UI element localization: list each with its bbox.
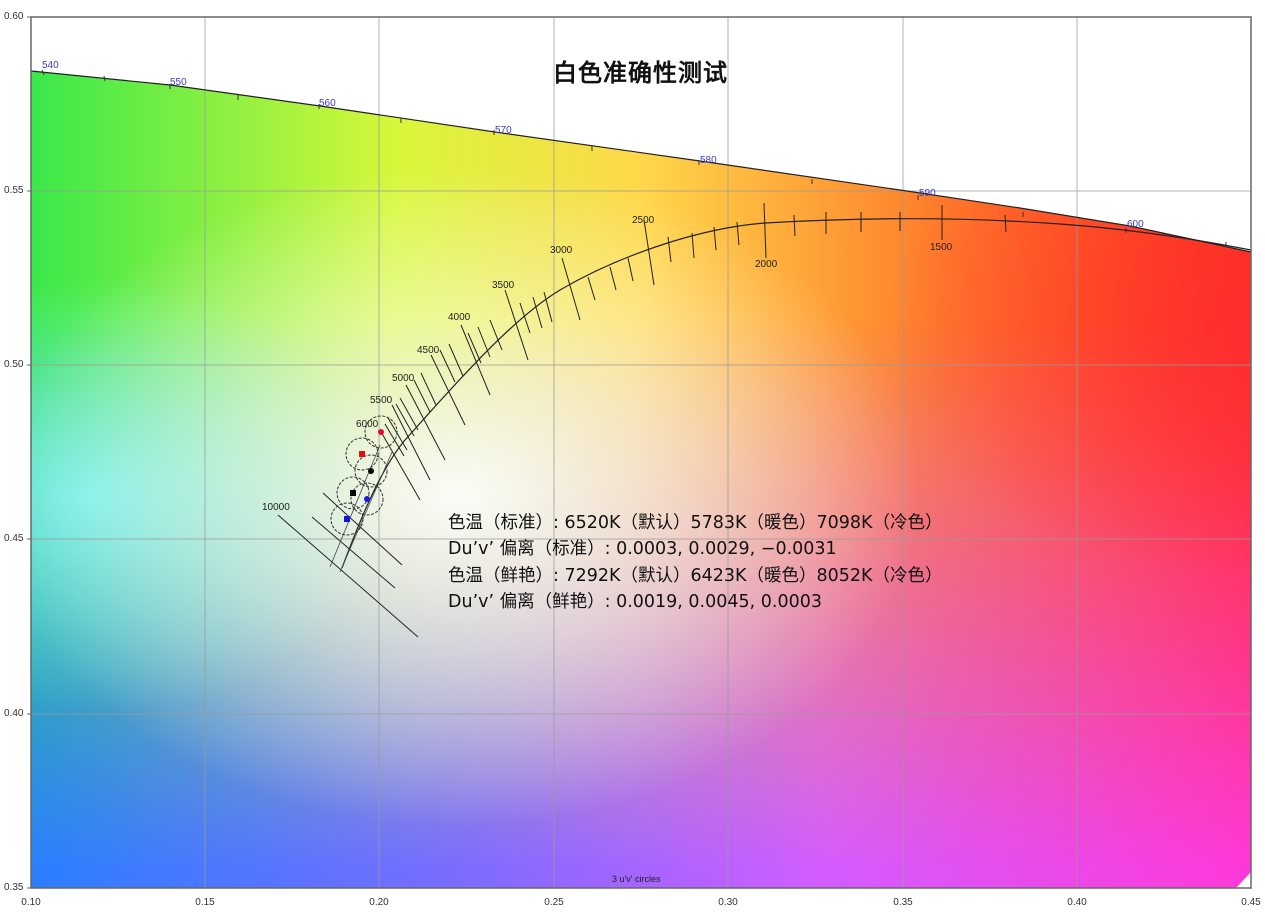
planckian-locus xyxy=(341,218,1251,569)
point-vivid-cool xyxy=(344,516,350,522)
x-tick-0.35: 0.35 xyxy=(893,897,913,908)
x-tick-0.20: 0.20 xyxy=(369,897,389,908)
svg-text:2500: 2500 xyxy=(632,215,655,226)
annotation-cct-vivid: 色温（鲜艳）: 7292K（默认）6423K（暖色）8052K（冷色） xyxy=(448,566,943,586)
y-tick-0.50: 0.50 xyxy=(4,359,24,370)
annotation-duv-vivid: Du’v’ 偏离（鲜艳）: 0.0019, 0.0045, 0.0003 xyxy=(448,592,823,612)
svg-text:5500: 5500 xyxy=(370,395,393,406)
x-tick-0.15: 0.15 xyxy=(195,897,215,908)
data-points xyxy=(330,415,398,536)
spectral-locus xyxy=(30,70,1252,253)
svg-text:4000: 4000 xyxy=(448,312,471,323)
svg-text:550: 550 xyxy=(170,77,187,88)
point-vivid-default xyxy=(350,490,356,496)
svg-text:1500: 1500 xyxy=(930,242,953,253)
y-tick-0.40: 0.40 xyxy=(4,708,24,719)
svg-text:590: 590 xyxy=(919,188,936,199)
point-standard-warm xyxy=(378,429,384,435)
svg-text:3000: 3000 xyxy=(550,245,573,256)
annotation-duv-standard: Du’v’ 偏离（标准）: 0.0003, 0.0029, −0.0031 xyxy=(448,539,837,559)
svg-text:540: 540 xyxy=(42,60,59,71)
point-standard-default xyxy=(368,468,374,474)
svg-text:580: 580 xyxy=(700,155,717,166)
chart-title: 白色准确性测试 xyxy=(553,59,728,87)
svg-text:6000: 6000 xyxy=(356,419,379,430)
circles-legend: 3 u'v' circles xyxy=(612,874,661,884)
x-tick-0.40: 0.40 xyxy=(1067,897,1087,908)
annotation-cct-standard: 色温（标准）: 6520K（默认）5783K（暖色）7098K（冷色） xyxy=(448,513,943,533)
svg-text:570: 570 xyxy=(495,125,512,136)
svg-text:10000: 10000 xyxy=(262,502,290,513)
svg-text:5000: 5000 xyxy=(392,373,415,384)
svg-text:2000: 2000 xyxy=(755,259,778,270)
y-tick-0.45: 0.45 xyxy=(4,533,24,544)
y-tick-0.35: 0.35 xyxy=(4,882,24,893)
svg-text:3500: 3500 xyxy=(492,280,515,291)
point-standard-cool xyxy=(364,496,370,502)
svg-text:600: 600 xyxy=(1127,219,1144,230)
x-tick-0.25: 0.25 xyxy=(544,897,564,908)
x-tick-0.10: 0.10 xyxy=(21,897,41,908)
svg-text:4500: 4500 xyxy=(417,345,440,356)
x-tick-0.45: 0.45 xyxy=(1241,897,1261,908)
x-tick-0.30: 0.30 xyxy=(718,897,738,908)
y-tick-0.60: 0.60 xyxy=(4,11,24,22)
point-vivid-warm xyxy=(359,451,365,457)
svg-text:560: 560 xyxy=(319,98,336,109)
y-tick-0.55: 0.55 xyxy=(4,185,24,196)
grid xyxy=(31,17,1251,888)
